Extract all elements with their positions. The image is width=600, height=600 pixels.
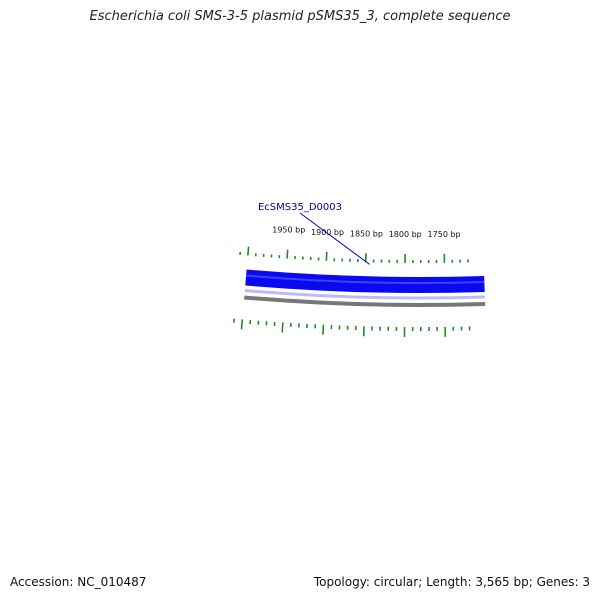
map-title: Escherichia coli SMS-3-5 plasmid pSMS35_… xyxy=(89,9,511,24)
inner-tick xyxy=(286,249,289,259)
inner-tick xyxy=(247,246,250,256)
outer-tick xyxy=(240,319,244,330)
tick-label: 1750 bp xyxy=(428,230,461,239)
tick-marks xyxy=(233,246,471,337)
feature-labels: EcSMS35_D0003 xyxy=(258,202,370,265)
tick-label: 1900 bp xyxy=(311,228,344,237)
gene-band-edge xyxy=(244,288,485,300)
backbone-track xyxy=(244,295,486,307)
feature-pointer-line xyxy=(299,212,370,265)
gene-band xyxy=(245,269,485,293)
accession-label: Accession: NC_010487 xyxy=(10,575,147,589)
topology-summary: Topology: circular; Length: 3,565 bp; Ge… xyxy=(313,575,590,589)
tick-label: 1800 bp xyxy=(389,230,422,239)
gene-band-highlight xyxy=(246,274,485,284)
plasmid-tracks xyxy=(244,269,486,307)
outer-tick xyxy=(281,322,284,333)
feature-label[interactable]: EcSMS35_D0003 xyxy=(258,202,342,213)
tick-label: 1850 bp xyxy=(350,229,383,238)
tick-labels: 1950 bp 1900 bp 1850 bp 1800 bp 1750 bp xyxy=(272,226,460,239)
tick-label: 1950 bp xyxy=(272,226,305,235)
